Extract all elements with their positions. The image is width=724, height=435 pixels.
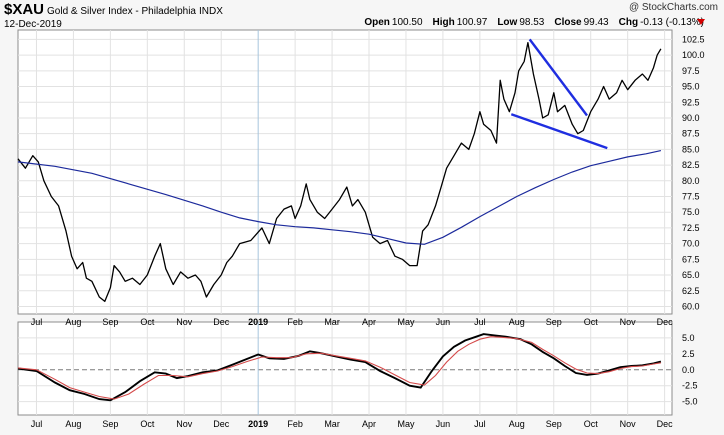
oscillator-x-tick-label: 2019 bbox=[248, 419, 268, 429]
close-label: Close bbox=[554, 17, 582, 28]
oscillator-x-tick-label: Nov bbox=[620, 419, 637, 429]
signal-line bbox=[17, 336, 661, 400]
oscillator-x-tick-label: Aug bbox=[509, 419, 525, 429]
oscillator-x-tick-label: Jul bbox=[474, 419, 486, 429]
price-x-tick-label: Dec bbox=[213, 317, 230, 327]
open-label: Open bbox=[364, 17, 390, 28]
oscillator-x-tick-label: Dec bbox=[213, 419, 230, 429]
price-x-tick-label: Mar bbox=[324, 317, 340, 327]
exchange-label: INDX bbox=[199, 6, 223, 17]
price-x-tick-label: Jul bbox=[474, 317, 486, 327]
price-panel bbox=[17, 29, 673, 315]
oscillator-x-tick-label: Nov bbox=[176, 419, 193, 429]
price-x-tick-label: Nov bbox=[620, 317, 637, 327]
price-y-tick-label: 65.0 bbox=[682, 270, 700, 280]
price-x-tick-label: Nov bbox=[176, 317, 193, 327]
chg-value: -0.13 (-0.13%) bbox=[640, 17, 704, 28]
price-y-tick-label: 62.5 bbox=[682, 286, 700, 296]
moving-average-line bbox=[17, 150, 662, 245]
price-series-line bbox=[17, 41, 662, 303]
price-x-tick-label: May bbox=[397, 317, 415, 327]
price-y-tick-label: 70.0 bbox=[682, 239, 700, 249]
oscillator-x-tick-label: Oct bbox=[584, 419, 599, 429]
oscillator-x-tick-label: Aug bbox=[65, 419, 81, 429]
symbol-description: Gold & Silver Index - Philadelphia bbox=[47, 6, 196, 17]
price-y-tick-label: 77.5 bbox=[682, 192, 700, 202]
open-value: 100.50 bbox=[391, 17, 423, 28]
upper-trendline bbox=[528, 38, 588, 117]
price-y-tick-label: 80.0 bbox=[682, 176, 700, 186]
watermark: @ StockCharts.com bbox=[628, 2, 718, 13]
price-y-tick-label: 85.0 bbox=[682, 144, 700, 154]
oscillator-x-tick-label: Dec bbox=[657, 419, 674, 429]
oscillator-y-tick-label: 2.5 bbox=[682, 349, 695, 359]
oscillator-x-tick-label: May bbox=[397, 419, 415, 429]
oscillator-x-tick-label: Feb bbox=[287, 419, 303, 429]
oscillator-x-tick-label: Apr bbox=[362, 419, 376, 429]
price-x-tick-label: Sep bbox=[102, 317, 118, 327]
price-y-tick-label: 72.5 bbox=[682, 223, 700, 233]
oscillator-x-tick-label: Oct bbox=[140, 419, 155, 429]
price-x-tick-label: 2019 bbox=[248, 317, 268, 327]
high-label: High bbox=[432, 17, 455, 28]
price-y-tick-label: 75.0 bbox=[682, 207, 700, 217]
price-x-tick-label: Apr bbox=[362, 317, 376, 327]
price-x-tick-label: Aug bbox=[65, 317, 81, 327]
price-y-tick-label: 67.5 bbox=[682, 254, 700, 264]
oscillator-y-tick-label: -5.0 bbox=[682, 397, 698, 407]
price-y-tick-label: 82.5 bbox=[682, 160, 700, 170]
price-y-tick-label: 95.0 bbox=[682, 82, 700, 92]
oscillator-x-tick-label: Jun bbox=[436, 419, 451, 429]
low-value: 98.53 bbox=[519, 17, 545, 28]
price-y-tick-label: 60.0 bbox=[682, 301, 700, 311]
price-y-tick-label: 87.5 bbox=[682, 129, 700, 139]
price-x-tick-label: Aug bbox=[509, 317, 525, 327]
price-y-tick-label: 92.5 bbox=[682, 97, 700, 107]
low-label: Low bbox=[497, 17, 518, 28]
oscillator-x-tick-label: Jul bbox=[31, 419, 43, 429]
symbol-text: $XAU bbox=[4, 1, 45, 18]
oscillator-y-tick-label: -2.5 bbox=[682, 381, 698, 391]
price-x-tick-label: Sep bbox=[546, 317, 562, 327]
chart-header-symbol: $XAU Gold & Silver Index - Philadelphia IN… bbox=[4, 1, 223, 18]
oscillator-line bbox=[17, 333, 662, 402]
chg-label: Chg bbox=[618, 17, 639, 28]
down-arrow-icon bbox=[697, 19, 705, 25]
chart-date: 12-Dec-2019 bbox=[4, 19, 62, 30]
price-x-tick-label: Jul bbox=[31, 317, 43, 327]
price-y-tick-label: 90.0 bbox=[682, 113, 700, 123]
oscillator-x-tick-label: Mar bbox=[324, 419, 340, 429]
price-y-tick-label: 102.5 bbox=[682, 34, 705, 44]
price-x-tick-label: Dec bbox=[657, 317, 674, 327]
oscillator-y-tick-label: 0.0 bbox=[682, 365, 695, 375]
oscillator-x-tick-label: Sep bbox=[546, 419, 562, 429]
price-x-tick-label: Oct bbox=[584, 317, 599, 327]
price-y-tick-label: 97.5 bbox=[682, 66, 700, 76]
close-value: 99.43 bbox=[583, 17, 609, 28]
price-x-tick-label: Feb bbox=[287, 317, 303, 327]
oscillator-y-tick-label: 5.0 bbox=[682, 333, 695, 343]
quote-summary: Open 100.50 High 100.97 Low 98.53 Close 99.43 Ch… bbox=[364, 17, 704, 28]
price-y-tick-label: 100.0 bbox=[682, 50, 705, 60]
price-x-tick-label: Oct bbox=[140, 317, 155, 327]
oscillator-x-tick-label: Sep bbox=[102, 419, 118, 429]
high-value: 100.97 bbox=[456, 17, 488, 28]
price-x-tick-label: Jun bbox=[436, 317, 451, 327]
lower-trendline bbox=[510, 113, 608, 150]
